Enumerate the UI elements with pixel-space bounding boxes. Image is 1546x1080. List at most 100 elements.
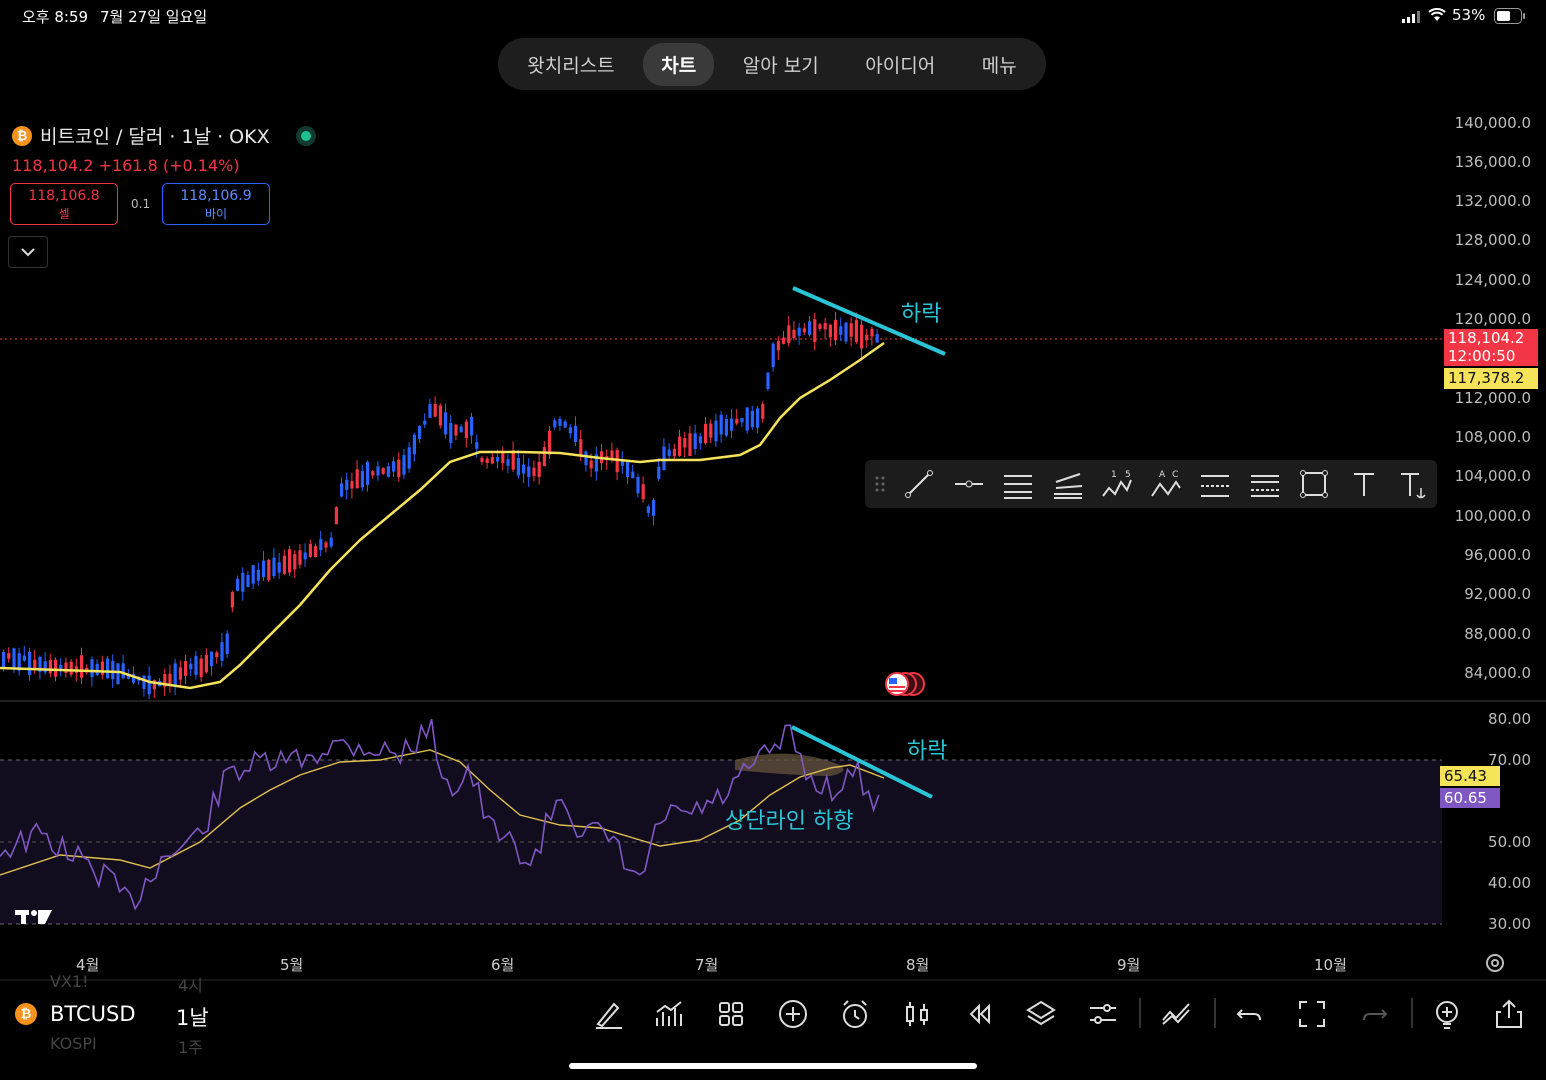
price-axis-label: 96,000.0 (1464, 546, 1531, 564)
symbol-header[interactable]: ₿ 비트코인 / 달러 · 1날 · OKX (12, 122, 316, 149)
rsi-axis-label: 30.00 (1488, 915, 1531, 933)
layers-icon[interactable] (1025, 998, 1057, 1030)
candle-style-icon[interactable] (901, 998, 933, 1030)
candle-body (2, 652, 6, 668)
price-change: +161.8 (98, 156, 158, 175)
rsi-note-annotation[interactable]: 상단라인 하향 (725, 809, 854, 834)
tab-menu[interactable]: 메뉴 (981, 54, 1017, 77)
candle-body (376, 466, 380, 476)
price-trendline (792, 286, 946, 356)
candle-body (464, 421, 468, 439)
rsi-annotation[interactable]: 하락 (907, 739, 948, 764)
price-axis-label: 88,000.0 (1464, 625, 1531, 643)
ma-price-tag[interactable]: 117,378.2 (1444, 368, 1538, 389)
price-axis-label: 128,000.0 (1454, 231, 1531, 249)
share-icon[interactable] (1493, 998, 1525, 1030)
fib-retracement-tool-icon[interactable] (1199, 468, 1231, 500)
price-change-pct: (+0.14%) (162, 156, 240, 175)
undo-icon[interactable] (1234, 998, 1266, 1030)
price-axis-label: 84,000.0 (1464, 664, 1531, 682)
candle-body (178, 667, 182, 680)
candle-body (828, 324, 832, 338)
replay-rewind-icon[interactable] (963, 998, 995, 1030)
rectangle-tool-icon[interactable] (1298, 468, 1330, 500)
horizontal-ray-tool-icon[interactable] (953, 468, 985, 500)
drawing-pen-icon[interactable] (592, 998, 624, 1030)
candle-body (672, 448, 676, 457)
candle-body (298, 550, 302, 565)
candle-body (646, 506, 650, 513)
candle-body (38, 656, 42, 672)
candle-body (293, 554, 297, 570)
bitcoin-icon: ₿ (15, 1003, 37, 1025)
economic-events-icon (885, 672, 925, 696)
candle-body (28, 651, 32, 676)
time-axis-label: 8월 (906, 956, 930, 974)
anchored-text-tool-icon[interactable] (1397, 468, 1429, 500)
candle-body (724, 419, 728, 436)
candle-body (818, 324, 822, 329)
svg-text:C: C (1172, 470, 1178, 480)
candle-body (116, 663, 120, 684)
drag-handle-icon[interactable] (869, 468, 891, 500)
bottom-symbol-button[interactable]: BTCUSD (50, 1002, 136, 1026)
candle-body (511, 450, 515, 470)
bottom-interval-button[interactable]: 1날 (176, 1006, 209, 1030)
candle-body (360, 471, 364, 488)
price-axis-label: 92,000.0 (1464, 585, 1531, 603)
alarm-clock-icon[interactable] (839, 998, 871, 1030)
publish-idea-icon[interactable] (1431, 998, 1463, 1030)
battery-percent: 53% (1452, 6, 1486, 24)
tab-ideas[interactable]: 아이디어 (865, 54, 936, 77)
candle-body (121, 663, 125, 679)
buy-button[interactable]: 118,106.9 바이 (162, 183, 270, 225)
candle-body (854, 320, 858, 342)
tab-explore[interactable]: 알아 보기 (742, 54, 819, 77)
candle-body (719, 414, 723, 435)
candle-body (184, 661, 188, 676)
layouts-grid-icon[interactable] (715, 998, 747, 1030)
parallel-channel-tool-icon[interactable] (1002, 468, 1034, 500)
sell-label: 셀 (58, 207, 70, 221)
home-indicator[interactable] (569, 1063, 977, 1069)
candle-body (776, 340, 780, 351)
pitchfork-tool-icon[interactable] (1052, 468, 1084, 500)
candle-body (532, 467, 536, 476)
candle-body (875, 334, 879, 343)
rsi-value-tag: 60.65 (1440, 788, 1500, 808)
redo-icon (1363, 1009, 1388, 1021)
tab-chart[interactable]: 차트 (643, 42, 715, 86)
candle-body (64, 662, 68, 673)
price-annotation[interactable]: 하락 (901, 302, 942, 327)
indicators-icon[interactable] (653, 998, 685, 1030)
candle-body (314, 546, 318, 557)
candle-body (215, 652, 219, 658)
fib-extension-tool-icon[interactable] (1249, 468, 1281, 500)
collapse-legend-button[interactable] (8, 236, 48, 268)
text-tool-icon[interactable] (1348, 468, 1380, 500)
candle-body (490, 457, 494, 464)
candle-body (246, 574, 250, 587)
candle-countdown: 12:00:50 (1448, 347, 1516, 365)
toolbar-divider (1139, 998, 1141, 1028)
svg-text:A: A (1159, 470, 1166, 480)
tab-watchlist[interactable]: 왓치리스트 (527, 54, 615, 77)
compare-symbols-icon[interactable] (1160, 998, 1192, 1030)
current-price-tag[interactable]: 118,104.2 12:00:50 (1444, 329, 1538, 366)
candle-body (163, 674, 167, 687)
add-circle-icon[interactable] (777, 998, 809, 1030)
rsi-ma-tag: 65.43 (1440, 766, 1500, 786)
market-open-icon[interactable] (295, 125, 316, 146)
fullscreen-icon[interactable] (1296, 998, 1328, 1030)
sell-button[interactable]: 118,106.8 셀 (10, 183, 118, 225)
status-time: 오후 8:59 (22, 8, 89, 26)
last-price: 118,104.2 (12, 156, 94, 175)
candle-body (355, 469, 359, 489)
trend-line-tool-icon[interactable] (903, 468, 935, 500)
settings-sliders-icon[interactable] (1087, 998, 1119, 1030)
candle-body (397, 459, 401, 478)
candle-body (745, 407, 749, 431)
